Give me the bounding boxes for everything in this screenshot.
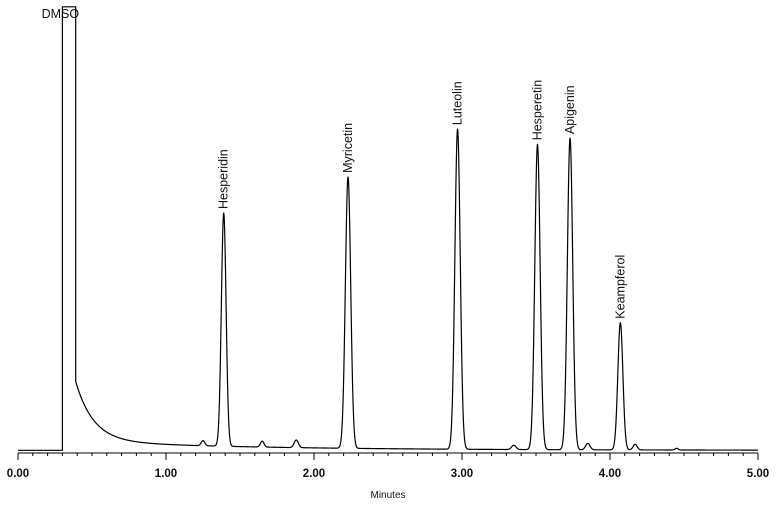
- x-tick-label: 2.00: [303, 468, 325, 480]
- peak-label-apigenin: Apigenin: [563, 85, 577, 134]
- x-tick-label: 0.00: [7, 468, 29, 480]
- x-tick-label: 3.00: [451, 468, 473, 480]
- peak-label-keampferol: Keampferol: [613, 255, 627, 319]
- peak-label-dmso: DMSO: [42, 7, 80, 21]
- peak-label-myricetin: Myricetin: [341, 123, 355, 173]
- axes: 0.00 1.00 2.00 3.00 4.00 5.00 Minutes: [7, 452, 769, 501]
- x-tick-label: 4.00: [599, 468, 621, 480]
- peak-label-hesperetin: Hesperetin: [531, 80, 545, 140]
- peak-label-hesperidin: Hesperidin: [217, 149, 231, 209]
- x-axis-title: Minutes: [370, 490, 405, 501]
- x-tick-label: 5.00: [747, 468, 769, 480]
- peak-label-luteolin: Luteolin: [451, 81, 465, 125]
- peak-labels: DMSO Hesperidin Myricetin Luteolin Hespereti…: [42, 7, 628, 319]
- chromatogram-trace-group: [17, 6, 759, 451]
- chromatogram-trace: [17, 6, 759, 451]
- x-tick-label: 1.00: [155, 468, 177, 480]
